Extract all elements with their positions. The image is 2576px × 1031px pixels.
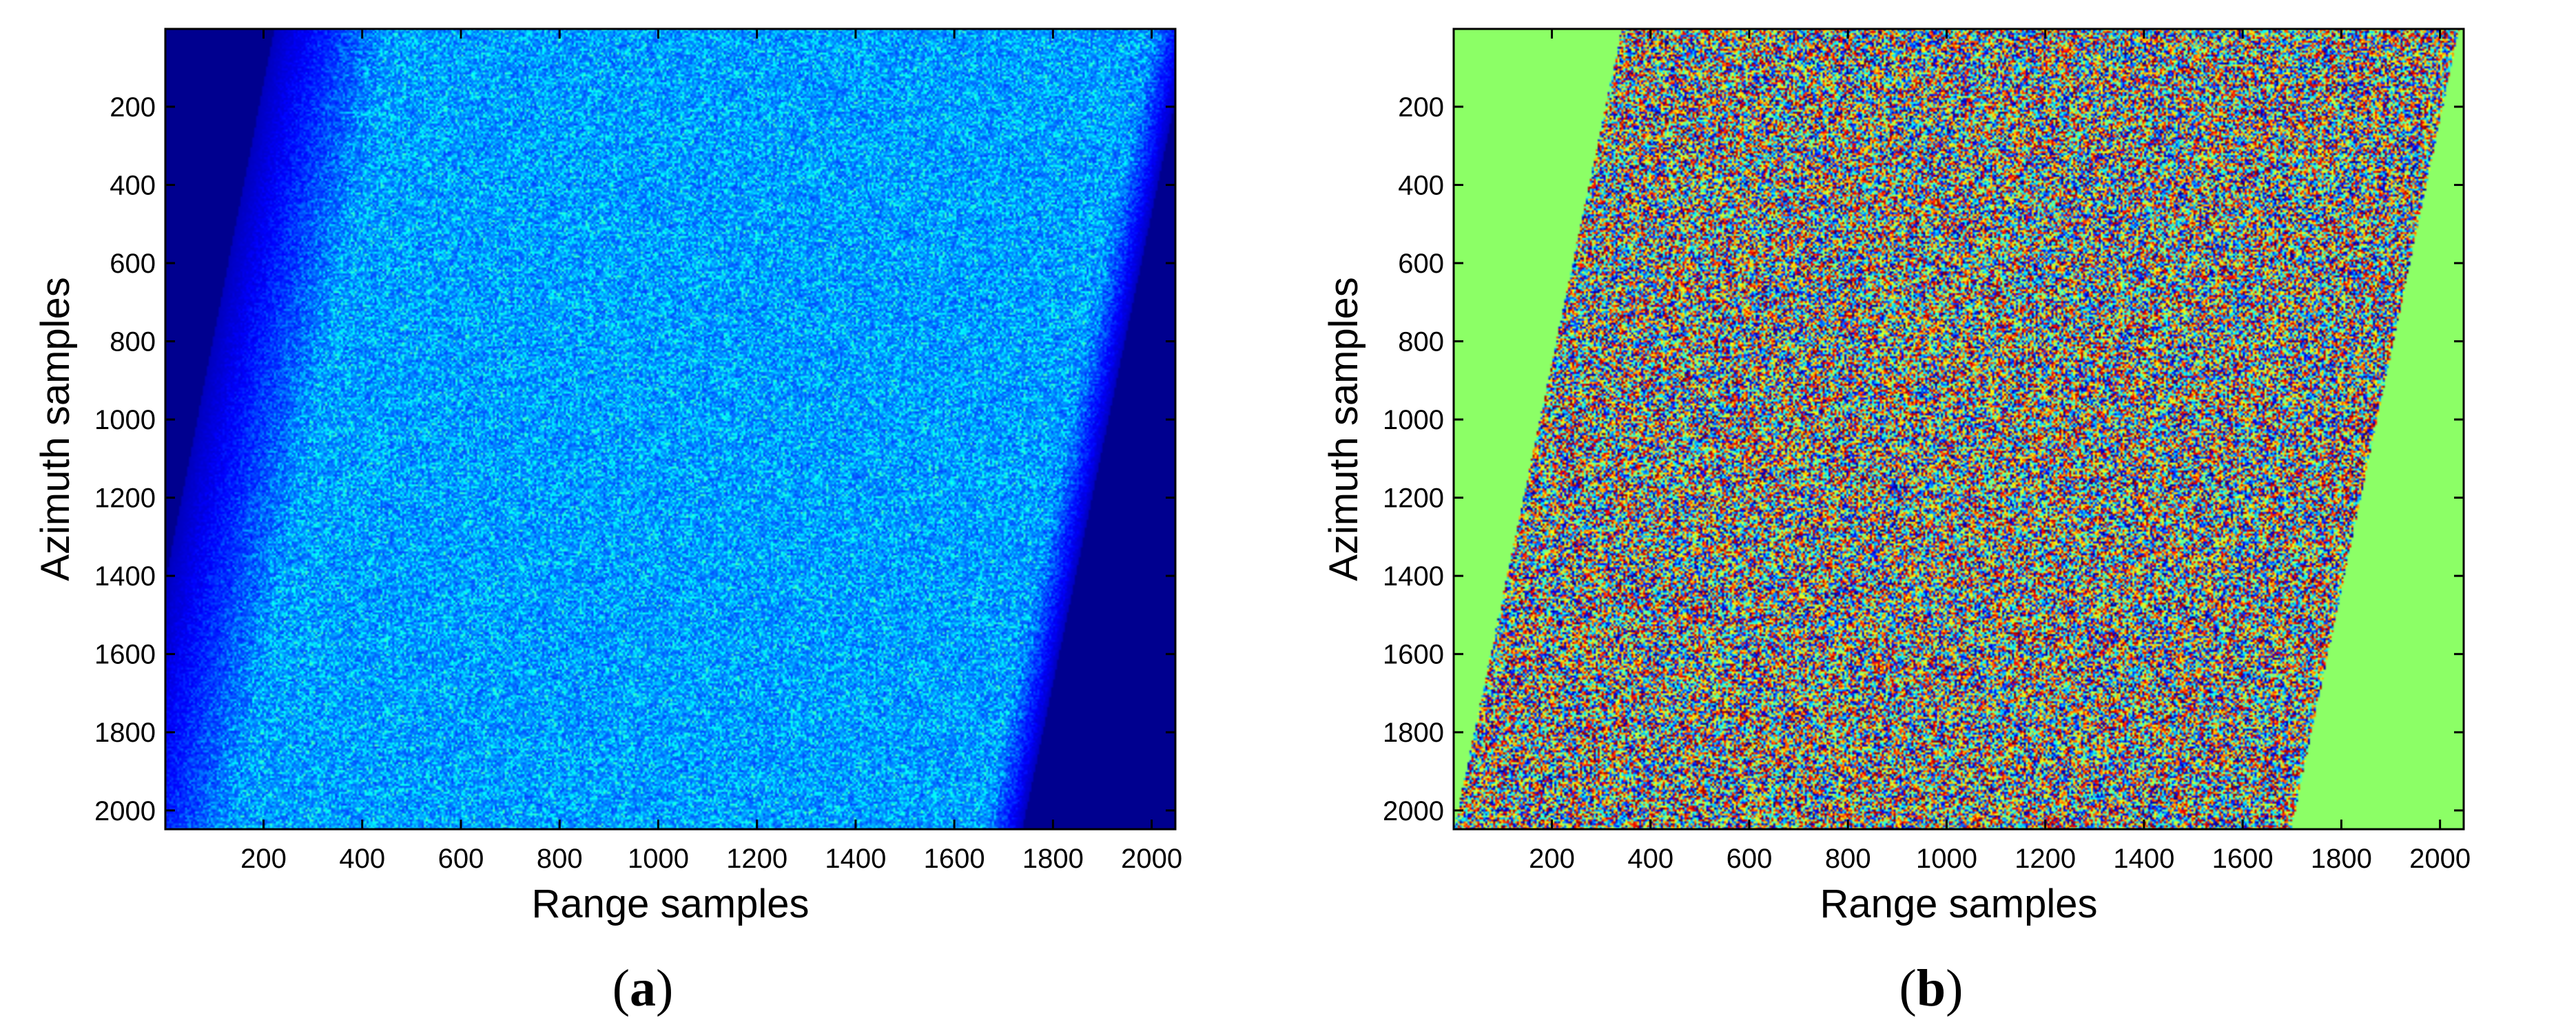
- x-tick-label-a: 1600: [924, 844, 985, 874]
- x-tick-label-b: 200: [1529, 844, 1575, 874]
- y-tick-label-a: 1000: [94, 405, 156, 435]
- y-tick-label-b: 200: [1398, 92, 1444, 123]
- y-tick-label-a: 400: [110, 170, 156, 200]
- caption-open-a: (: [612, 959, 630, 1017]
- x-tick-label-a: 800: [537, 844, 583, 874]
- plot-area-a: [164, 28, 1177, 831]
- y-tick-label-b: 2000: [1383, 796, 1444, 826]
- chart-b-svg: 200 400 600 800 1000 1200 1400 1600 1800 2000 200…: [1321, 28, 2471, 1017]
- caption-b: (b): [1899, 959, 1964, 1017]
- x-tick-label-b: 600: [1727, 844, 1773, 874]
- x-tick-label-b: 800: [1825, 844, 1871, 874]
- y-axis-label-b: Azimuth samples: [1321, 277, 1366, 581]
- y-ticks-b: 200 400 600 800 1000 1200 1400 1600 1800 2000: [1383, 92, 2464, 826]
- plot-area-b: [1452, 28, 2465, 831]
- y-tick-label-b: 400: [1398, 170, 1444, 200]
- x-tick-label-b: 2000: [2409, 844, 2471, 874]
- y-tick-label-a: 600: [110, 249, 156, 279]
- caption-close-b: ): [1946, 959, 1963, 1017]
- y-tick-label-a: 2000: [94, 796, 156, 826]
- x-tick-label-b: 1600: [2212, 844, 2274, 874]
- x-tick-label-b: 1200: [2015, 844, 2076, 874]
- x-axis-label-a: Range samples: [532, 882, 810, 926]
- y-tick-label-a: 1800: [94, 718, 156, 748]
- panel-a-amplitude: 200 400 600 800 1000 1200 1400 1600 1800 2000 200…: [33, 28, 1182, 1017]
- y-tick-label-b: 800: [1398, 327, 1444, 357]
- x-tick-label-a: 1000: [628, 844, 689, 874]
- caption-letter-b: b: [1917, 959, 1946, 1017]
- x-tick-label-a: 1800: [1022, 844, 1084, 874]
- plot-frame-a: [164, 28, 1177, 831]
- x-tick-label-b: 1400: [2113, 844, 2174, 874]
- x-tick-label-a: 2000: [1121, 844, 1182, 874]
- y-tick-label-b: 1400: [1383, 561, 1444, 592]
- caption-close-a: ): [656, 959, 673, 1017]
- y-tick-label-b: 1200: [1383, 483, 1444, 514]
- speckle-image-a: [165, 29, 1175, 829]
- x-tick-label-b: 400: [1627, 844, 1673, 874]
- x-ticks-b: 200 400 600 800 1000 1200 1400 1600 1800 2000: [1529, 29, 2471, 874]
- y-tick-label-a: 1600: [94, 640, 156, 670]
- x-tick-label-a: 1400: [825, 844, 886, 874]
- speckle-image-b: [1454, 29, 2464, 829]
- x-ticks-a: 200 400 600 800 1000 1200 1400 1600 1800 2000: [240, 29, 1182, 874]
- y-tick-label-a: 1200: [94, 483, 156, 514]
- caption-open-b: (: [1899, 959, 1917, 1017]
- y-tick-label-b: 1000: [1383, 405, 1444, 435]
- y-tick-label-a: 800: [110, 327, 156, 357]
- chart-a-svg: 200 400 600 800 1000 1200 1400 1600 1800 2000 200…: [33, 28, 1182, 1017]
- caption-a: (a): [612, 959, 674, 1017]
- x-tick-label-b: 1800: [2311, 844, 2372, 874]
- y-axis-label-a: Azimuth samples: [33, 277, 78, 581]
- x-tick-label-b: 1000: [1916, 844, 1977, 874]
- x-tick-label-a: 600: [438, 844, 484, 874]
- x-tick-label-a: 1200: [726, 844, 787, 874]
- x-axis-label-b: Range samples: [1820, 882, 2098, 926]
- panel-b-phase: 200 400 600 800 1000 1200 1400 1600 1800 2000 200…: [1288, 0, 2576, 1031]
- y-tick-label-b: 1800: [1383, 718, 1444, 748]
- x-tick-label-a: 400: [339, 844, 385, 874]
- y-tick-label-b: 1600: [1383, 640, 1444, 670]
- x-tick-label-a: 200: [240, 844, 287, 874]
- y-ticks-a: 200 400 600 800 1000 1200 1400 1600 1800 2000: [94, 92, 1175, 826]
- y-tick-label-a: 200: [110, 92, 156, 123]
- y-tick-label-b: 600: [1398, 249, 1444, 279]
- plot-frame-b: [1452, 28, 2465, 831]
- caption-letter-a: a: [630, 959, 656, 1017]
- y-tick-label-a: 1400: [94, 561, 156, 592]
